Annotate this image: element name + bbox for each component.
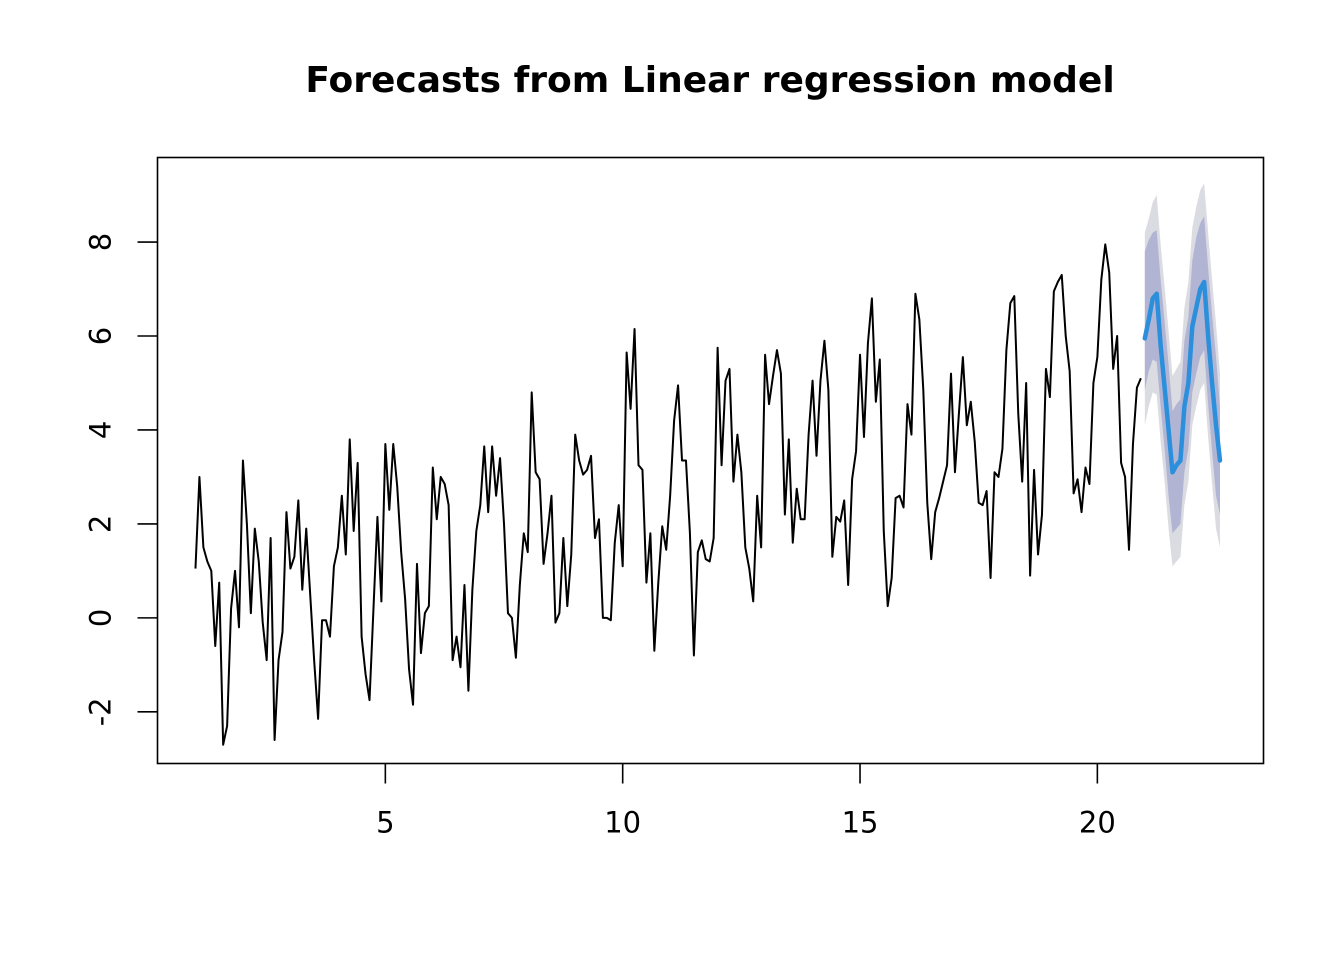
x-tick-label: 20 <box>1079 806 1116 840</box>
y-tick-label: -2 <box>84 697 118 726</box>
y-tick-label: 8 <box>84 233 118 251</box>
pi80-band <box>1144 216 1220 534</box>
y-tick-label: 0 <box>84 609 118 627</box>
y-axis: -2 0 2 4 6 8 <box>84 233 158 726</box>
series-lines <box>194 243 1223 746</box>
x-tick-label: 5 <box>376 806 394 840</box>
prediction-intervals <box>1144 183 1220 567</box>
y-tick-label: 2 <box>84 515 118 533</box>
y-tick-label: 4 <box>84 421 118 439</box>
forecast-series-line <box>1142 279 1223 475</box>
x-axis: 5 10 15 20 <box>376 763 1116 840</box>
y-tick-label: 6 <box>84 327 118 345</box>
plot-frame <box>156 156 1265 765</box>
x-tick-label: 10 <box>604 806 641 840</box>
observed-series-line <box>194 243 1142 746</box>
chart-title: Forecasts from Linear regression model <box>305 60 1114 101</box>
x-tick-label: 15 <box>842 806 879 840</box>
